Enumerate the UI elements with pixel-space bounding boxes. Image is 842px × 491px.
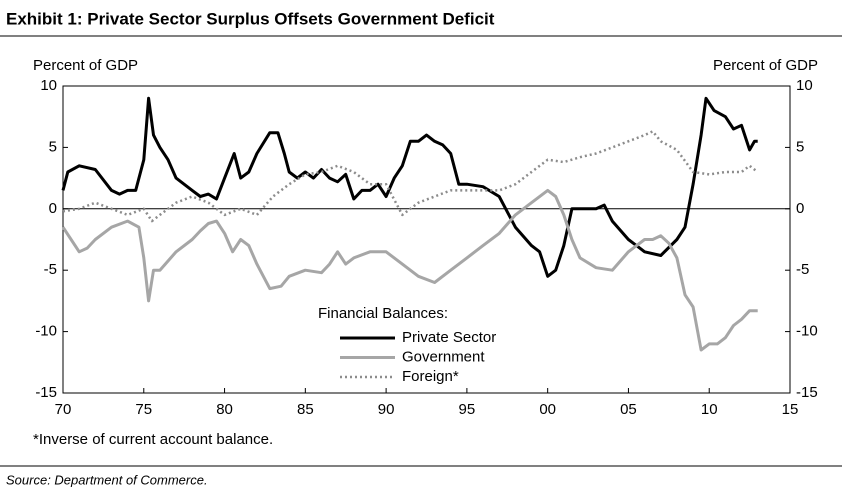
y-tick-label: 5 <box>49 138 57 155</box>
footnote: *Inverse of current account balance. <box>33 431 273 448</box>
series-line <box>61 188 758 352</box>
chart-title: Exhibit 1: Private Sector Surplus Offset… <box>6 9 495 28</box>
y2-tick-label: 0 <box>796 200 804 217</box>
y-tick-label: -15 <box>35 384 57 401</box>
y2-tick-label: 10 <box>796 77 813 94</box>
x-tick-label: 15 <box>782 401 799 418</box>
legend-title: Financial Balances: <box>318 305 448 322</box>
y-tick-label: -5 <box>44 261 57 278</box>
source: Source: Department of Commerce. <box>6 472 208 487</box>
series-line <box>62 130 759 223</box>
x-tick-label: 80 <box>216 401 233 418</box>
legend-label: Government <box>402 348 485 365</box>
y2-tick-label: -15 <box>796 384 818 401</box>
y-axis-label: Percent of GDP <box>33 57 138 74</box>
y-tick-label: 10 <box>40 77 57 94</box>
x-tick-label: 05 <box>620 401 637 418</box>
y2-axis-label: Percent of GDP <box>713 57 818 74</box>
legend-label: Private Sector <box>402 329 496 346</box>
y2-tick-label: -10 <box>796 323 818 340</box>
legend-label: Foreign* <box>402 368 459 385</box>
plot-frame <box>62 85 791 394</box>
x-tick-label: 95 <box>459 401 476 418</box>
y-tick-label: 0 <box>49 200 57 217</box>
series-line <box>61 96 758 278</box>
x-tick-label: 10 <box>701 401 718 418</box>
x-tick-label: 70 <box>55 401 72 418</box>
x-tick-label: 00 <box>539 401 556 418</box>
y2-tick-label: 5 <box>796 138 804 155</box>
y2-tick-label: -5 <box>796 261 809 278</box>
x-tick-label: 90 <box>378 401 395 418</box>
x-tick-label: 75 <box>135 401 152 418</box>
x-tick-label: 85 <box>297 401 314 418</box>
y-tick-label: -10 <box>35 323 57 340</box>
